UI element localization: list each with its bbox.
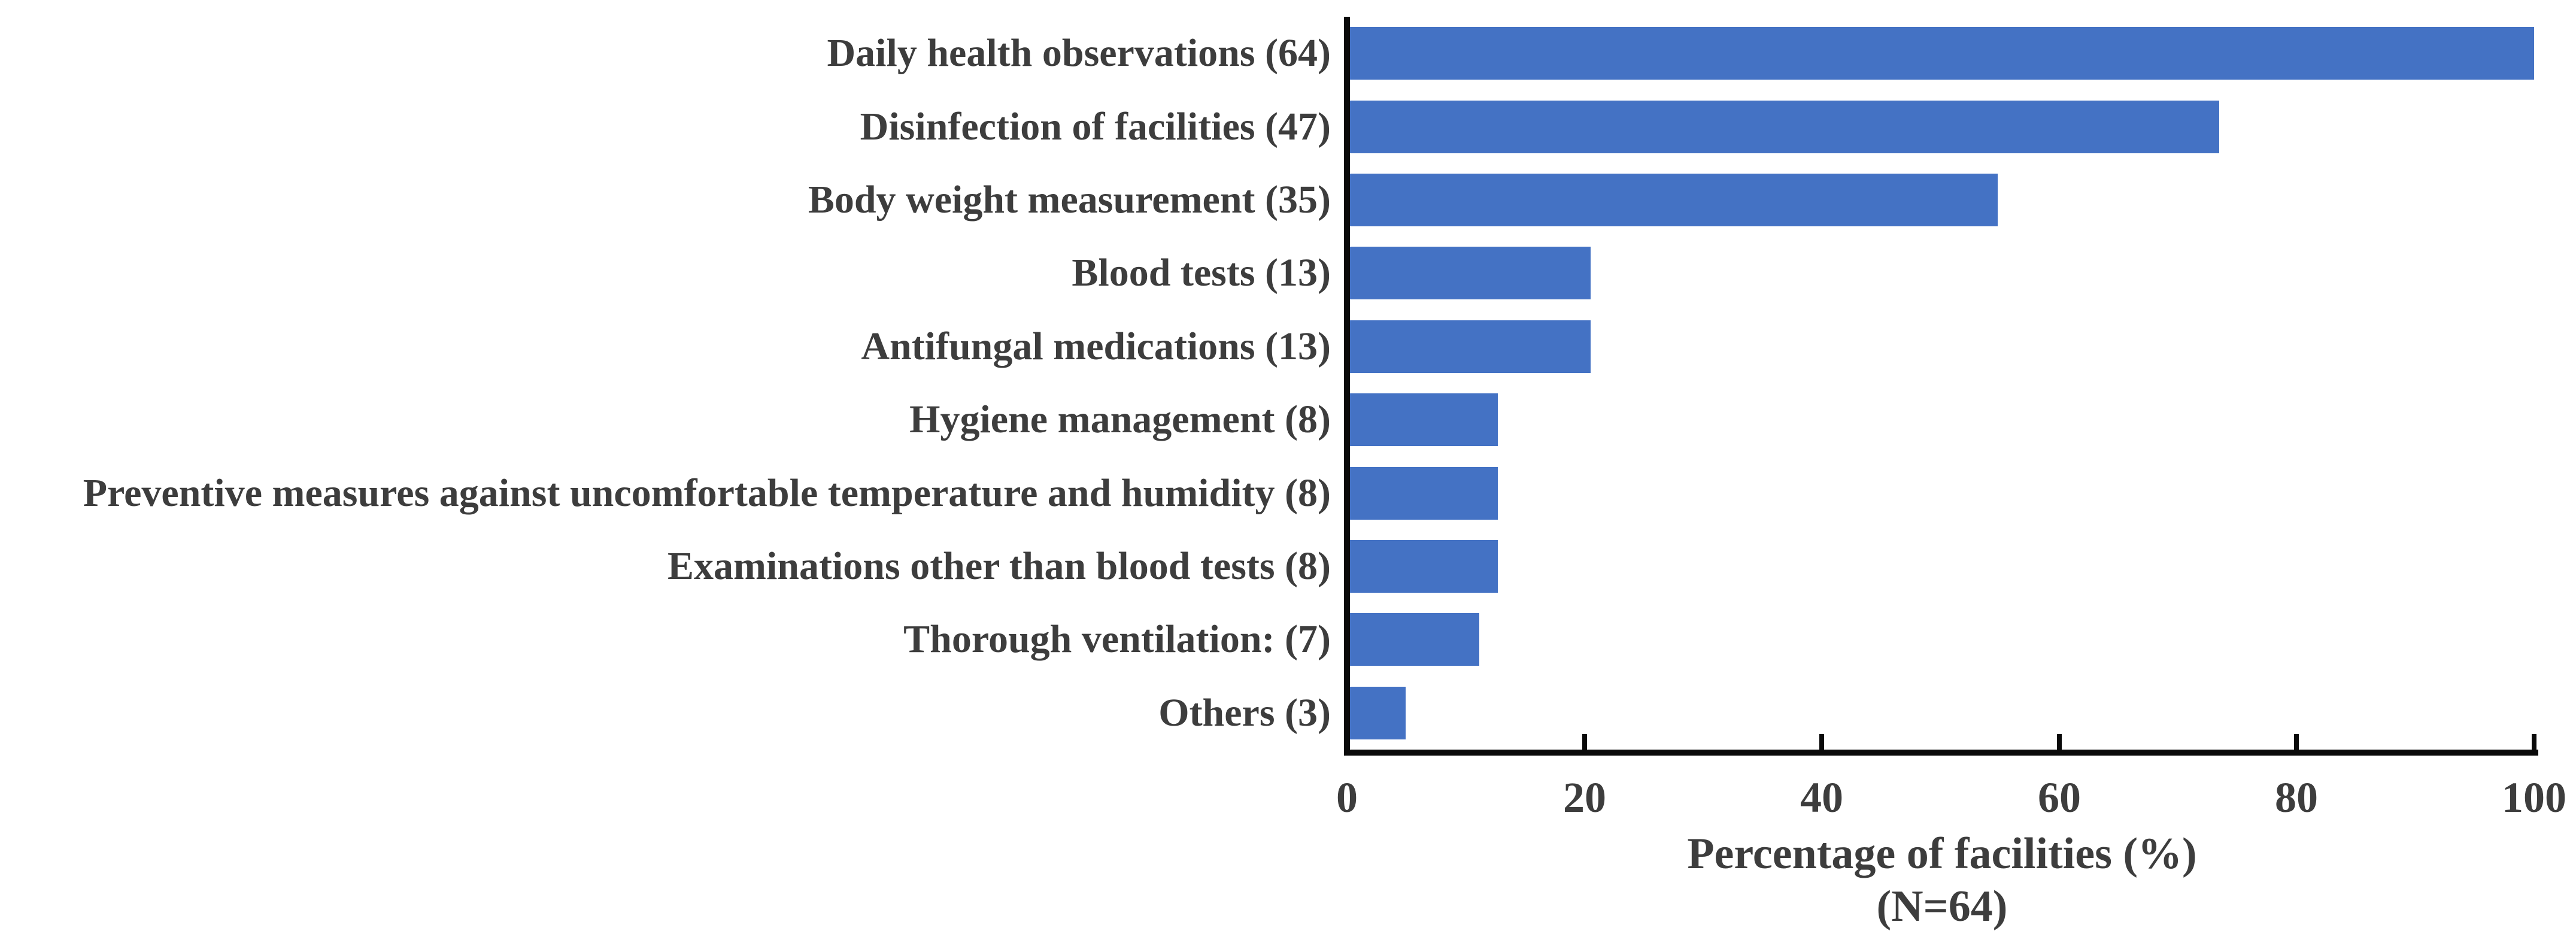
y-axis-line: [1344, 17, 1350, 756]
x-tick-label: 40: [1800, 774, 1843, 821]
bar-row: Preventive measures against uncomfortabl…: [0, 456, 2534, 529]
bar-track: [1350, 90, 2534, 163]
bar: [1350, 174, 1998, 227]
category-label: Antifungal medications (13): [861, 324, 1331, 368]
category-label: Examinations other than blood tests (8): [667, 544, 1331, 589]
bar-row: Antifungal medications (13): [0, 310, 2534, 383]
x-axis-title-line1: Percentage of facilities (%): [1687, 829, 2197, 878]
bar-track: [1350, 456, 2534, 529]
x-tick-label: 0: [1336, 774, 1358, 821]
bar-row: Others (3): [0, 677, 2534, 750]
bar-track: [1350, 17, 2534, 90]
bar: [1350, 27, 2534, 80]
bar-row: Blood tests (13): [0, 236, 2534, 310]
bar: [1350, 393, 1498, 447]
bar-track: [1350, 530, 2534, 603]
category-label: Daily health observations (64): [827, 31, 1331, 75]
x-axis-tick-100: [2532, 734, 2536, 751]
bar: [1350, 100, 2219, 153]
bar: [1350, 613, 1479, 666]
x-axis-tick-80: [2294, 734, 2299, 751]
category-label: Thorough ventilation: (7): [903, 617, 1331, 662]
category-label: Others (3): [1158, 690, 1331, 735]
category-label: Preventive measures against uncomfortabl…: [83, 471, 1331, 515]
bar-row: Hygiene management (8): [0, 383, 2534, 456]
bar-track: [1350, 677, 2534, 750]
category-label: Hygiene management (8): [909, 398, 1331, 442]
bar-track: [1350, 310, 2534, 383]
category-label: Blood tests (13): [1072, 251, 1331, 295]
x-axis-line: [1344, 750, 2538, 756]
x-axis-tick-60: [2057, 734, 2062, 751]
x-axis-tick-20: [1582, 734, 1587, 751]
bar-row: Thorough ventilation: (7): [0, 603, 2534, 676]
category-label: Body weight measurement (35): [808, 178, 1331, 222]
bar-row: Body weight measurement (35): [0, 163, 2534, 236]
bar-row: Examinations other than blood tests (8): [0, 530, 2534, 603]
bar: [1350, 686, 1406, 739]
x-tick-label: 20: [1563, 774, 1606, 821]
x-tick-label: 100: [2502, 774, 2566, 821]
x-axis-title-line2: (N=64): [1876, 882, 2008, 931]
bar: [1350, 540, 1498, 593]
bar: [1350, 247, 1591, 300]
chart-rows: Daily health observations (64) Disinfect…: [0, 17, 2534, 750]
x-axis-tick-40: [1819, 734, 1824, 751]
bar-row: Daily health observations (64): [0, 17, 2534, 90]
bar-track: [1350, 383, 2534, 456]
bar-row: Disinfection of facilities (47): [0, 90, 2534, 163]
bar-track: [1350, 236, 2534, 310]
bar: [1350, 320, 1591, 373]
bar: [1350, 466, 1498, 520]
x-axis-title: Percentage of facilities (%) (N=64): [1687, 827, 2196, 933]
x-tick-label: 60: [2038, 774, 2081, 821]
category-label: Disinfection of facilities (47): [860, 104, 1331, 148]
bar-track: [1350, 163, 2534, 236]
bar-track: [1350, 603, 2534, 676]
x-tick-label: 80: [2275, 774, 2318, 821]
